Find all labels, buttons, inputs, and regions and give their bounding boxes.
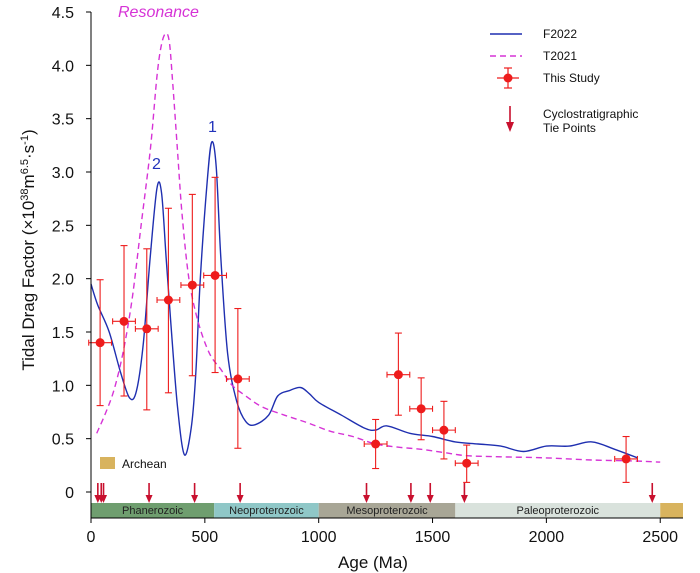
study-point-7 [225, 307, 250, 449]
legend-t2021-label: T2021 [543, 49, 577, 63]
x-tick-label: 0 [87, 529, 96, 546]
x-tick-label: 500 [191, 529, 218, 546]
study-point-12 [454, 444, 479, 483]
archean-legend-swatch [100, 457, 115, 469]
era-neoproterozoic: Neoproterozoic [214, 503, 319, 518]
study-point-5 [180, 193, 205, 377]
legend: F2022 T2021 This Study Cyclostratigraphi… [490, 27, 638, 135]
tie-point-arrow-6 [236, 483, 244, 503]
tie-point-arrow-9 [426, 483, 434, 503]
legend-tie-label-line2: Tie Points [543, 121, 596, 135]
y-tick-label: 2.5 [52, 218, 74, 235]
legend-study-label: This Study [543, 71, 600, 85]
y-tick-label: 4.5 [52, 5, 74, 22]
tie-point-arrow-11 [648, 483, 656, 503]
series-f2022-line [90, 140, 638, 459]
y-axis-label: Tidal Drag Factor (×1038m6.5·s-1) [19, 129, 38, 370]
peak-1-label: 1 [208, 119, 217, 136]
tie-point-arrow-4 [145, 483, 153, 503]
study-point-8 [363, 418, 388, 470]
y-tick-label: 1.0 [52, 378, 74, 395]
study-point-1 [88, 279, 113, 407]
peak-2-label: 2 [152, 156, 161, 173]
era-archean [660, 503, 683, 518]
x-axis-label: Age (Ma) [338, 553, 408, 572]
legend-study-swatch [497, 67, 519, 89]
study-point-3 [134, 248, 159, 411]
study-point-9 [386, 332, 411, 416]
resonance-annotation: Resonance [118, 4, 199, 21]
archean-legend-label: Archean [122, 457, 167, 471]
era-label-neoproterozoic: Neoproterozoic [229, 505, 304, 517]
tie-point-arrow-5 [191, 483, 199, 503]
study-point-2 [112, 245, 136, 397]
tie-point-arrow-7 [363, 483, 371, 503]
x-tick-label: 2000 [529, 529, 565, 546]
axes: 0 500 1000 1500 2000 2500 0 0.5 1.0 1.5 2.0 2.5 3.0 3… [52, 5, 683, 546]
era-phanerozoic: Phanerozoic [91, 503, 215, 518]
study-point-6 [203, 176, 228, 374]
y-tick-label: 0 [65, 485, 74, 502]
era-bar: Phanerozoic Neoproterozoic Mesoproterozoic… [91, 503, 683, 518]
era-paleoproterozoic: Paleoproterozoic [455, 503, 661, 518]
legend-f2022-label: F2022 [543, 27, 577, 41]
tie-point-arrow-10 [460, 483, 468, 503]
x-tick-label: 2500 [642, 529, 678, 546]
legend-tie-label-line1: Cyclostratigraphic [543, 107, 638, 121]
series-t2021-line [96, 32, 661, 463]
tie-point-arrow-8 [407, 483, 415, 503]
study-point-13 [614, 435, 639, 483]
era-label-mesoproterozoic: Mesoproterozoic [346, 505, 428, 517]
x-tick-label: 1000 [301, 529, 337, 546]
x-tick-label: 1500 [415, 529, 451, 546]
study-point-11 [431, 400, 456, 460]
y-tick-label: 0.5 [52, 432, 74, 449]
y-tick-label: 2.0 [52, 272, 74, 289]
era-label-paleoproterozoic: Paleoproterozoic [516, 505, 599, 517]
era-mesoproterozoic: Mesoproterozoic [318, 503, 456, 518]
era-label-phanerozoic: Phanerozoic [122, 505, 184, 517]
plot-lines [90, 32, 661, 463]
plot-points [88, 176, 639, 483]
y-tick-label: 3.5 [52, 112, 74, 129]
y-tick-label: 1.5 [52, 325, 74, 342]
study-point-4 [156, 207, 181, 394]
study-point-10 [409, 377, 434, 441]
tie-point-arrow-3 [100, 483, 108, 503]
y-tick-label: 4.0 [52, 58, 74, 75]
legend-tie-arrow-icon [506, 106, 514, 132]
y-tick-label: 3.0 [52, 165, 74, 182]
tie-markers [94, 483, 656, 503]
